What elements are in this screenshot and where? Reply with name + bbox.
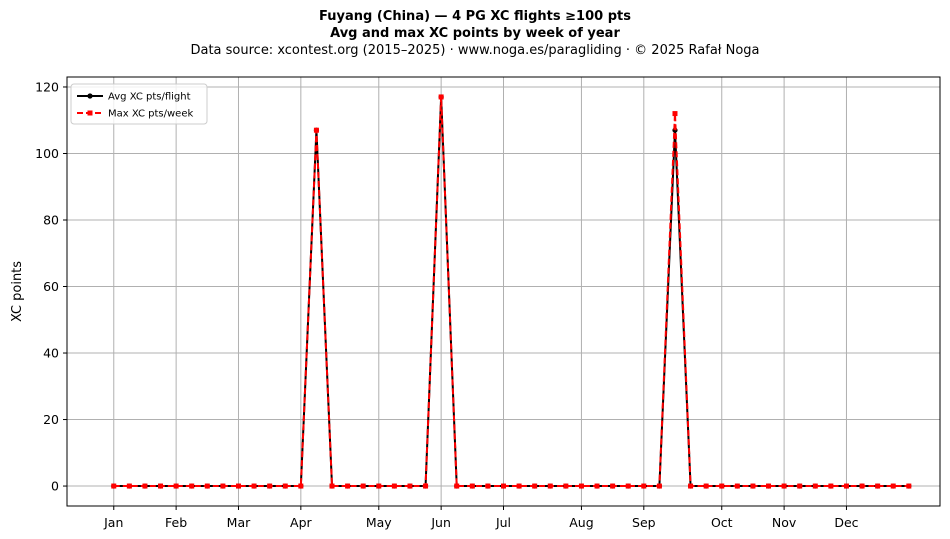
series-2-point: [563, 483, 569, 489]
series-2-point: [469, 483, 475, 489]
x-tick-label: Nov: [772, 515, 797, 530]
x-tick-label: Aug: [569, 515, 593, 530]
series-2-point: [688, 483, 694, 489]
x-tick-label: Feb: [165, 515, 187, 530]
series-2-point: [843, 483, 849, 489]
series-2-point: [251, 483, 257, 489]
series-2-point: [890, 483, 896, 489]
y-tick-label: 40: [43, 346, 59, 361]
x-tick-label: Mar: [227, 515, 251, 530]
plot-series: [111, 94, 912, 489]
x-tick-label: Jun: [430, 515, 451, 530]
series-2-point: [859, 483, 865, 489]
legend-label-1: Avg XC pts/flight: [108, 92, 191, 103]
series-2-point: [766, 483, 772, 489]
series-2-point: [142, 483, 148, 489]
series-2-point: [516, 483, 522, 489]
x-tick-label: Apr: [290, 515, 312, 530]
legend: Avg XC pts/flight Max XC pts/week: [70, 83, 208, 125]
series-2-point: [641, 483, 647, 489]
series-2-point: [189, 483, 195, 489]
data-source-note: Data source: xcontest.org (2015–2025) · …: [190, 43, 760, 58]
series-2-point: [875, 483, 881, 489]
series-2-point: [345, 483, 351, 489]
series-2-point: [719, 483, 725, 489]
series-2-point: [532, 483, 538, 489]
series-2-point: [781, 483, 787, 489]
series-2-point: [672, 111, 678, 117]
series-2-point: [610, 483, 616, 489]
series-2-point: [313, 127, 319, 133]
legend-label-2: Max XC pts/week: [108, 109, 193, 120]
series-2-point: [267, 483, 273, 489]
y-tick-label: 100: [35, 146, 59, 161]
series-2-point: [625, 483, 631, 489]
series-2-point: [485, 483, 491, 489]
series-2-point: [376, 483, 382, 489]
series-line-2: [113, 95, 909, 488]
grid-lines: [67, 77, 940, 506]
series-2-point: [438, 94, 444, 100]
y-tick-label: 60: [43, 279, 59, 294]
series-2-point: [828, 483, 834, 489]
series-2-point: [454, 483, 460, 489]
series-2-point: [235, 483, 241, 489]
series-2-point: [391, 483, 397, 489]
series-2-point: [111, 483, 117, 489]
series-2-point: [501, 483, 506, 489]
y-axis-label: XC points: [10, 261, 25, 322]
series-2-point: [703, 483, 709, 489]
series-line-1: [113, 95, 909, 488]
series-2-point: [298, 483, 304, 489]
y-tick-label: 80: [43, 213, 59, 228]
series-2-point: [578, 483, 584, 489]
x-tick-label: Jan: [103, 515, 123, 530]
x-tick-label: Dec: [834, 515, 858, 530]
legend-marker-1: [87, 93, 93, 99]
series-2-point: [594, 483, 600, 489]
axis-ticks: Jan Feb Mar Apr May Jun Jul Aug Sep Oct Nov Dec 0 20 4…: [35, 79, 859, 530]
series-2-point: [126, 483, 132, 489]
series-2-point: [750, 483, 756, 489]
y-tick-label: 120: [35, 79, 59, 94]
series-2-point: [656, 483, 662, 489]
series-2-point: [282, 483, 288, 489]
series-2-point: [204, 483, 210, 489]
series-2-point: [906, 483, 912, 489]
series-2-point: [407, 483, 413, 489]
x-tick-label: Sep: [632, 515, 656, 530]
series-2-point: [329, 483, 335, 489]
x-tick-label: Jul: [495, 515, 511, 530]
series-2-point: [797, 483, 803, 489]
y-tick-label: 0: [51, 479, 59, 494]
series-2-point: [734, 483, 740, 489]
chart-title: Fuyang (China) — 4 PG XC flights ≥100 pt…: [319, 9, 631, 24]
y-tick-label: 20: [43, 412, 59, 427]
legend-marker-2: [87, 110, 93, 116]
chart-subtitle: Avg and max XC points by week of year: [330, 26, 620, 41]
series-2-point: [360, 483, 366, 489]
series-2-point: [423, 483, 429, 489]
legend-box: [70, 83, 208, 125]
x-tick-label: May: [366, 515, 392, 530]
chart-header: Fuyang (China) — 4 PG XC flights ≥100 pt…: [0, 8, 950, 59]
series-2-point: [220, 483, 226, 489]
series-2-point: [547, 483, 553, 489]
series-2-point: [812, 483, 818, 489]
x-tick-label: Oct: [711, 515, 733, 530]
series-2-point: [173, 483, 179, 489]
series-2-point: [158, 483, 164, 489]
